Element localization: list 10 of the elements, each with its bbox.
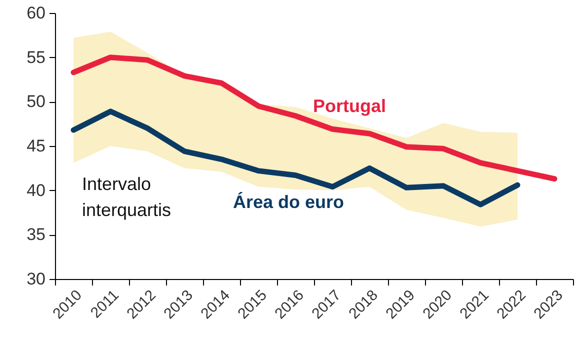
y-tick-label: 45 bbox=[26, 136, 46, 156]
y-tick-label: 40 bbox=[26, 180, 46, 200]
y-tick-label: 30 bbox=[26, 270, 46, 288]
annotation: Intervalo interquartis bbox=[82, 174, 172, 220]
y-tick-label: 60 bbox=[26, 4, 46, 22]
series-label: Área do euro bbox=[233, 192, 344, 212]
y-tick-label: 50 bbox=[26, 92, 46, 112]
y-tick-label: 35 bbox=[26, 225, 46, 244]
series-label: Portugal bbox=[313, 96, 386, 116]
y-tick-label: 55 bbox=[26, 48, 46, 67]
